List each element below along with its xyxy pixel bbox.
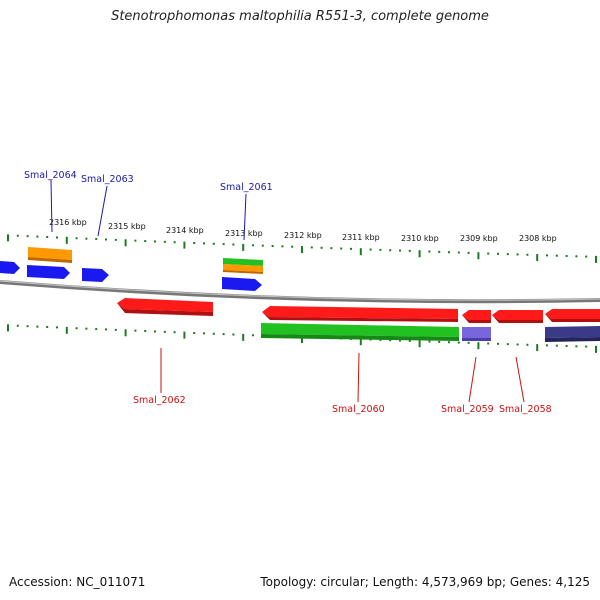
genome-backbone-highlight: [0, 280, 600, 301]
gene-label-smal-2058[interactable]: Smal_2058: [499, 404, 552, 415]
gene-smal-2064-orange[interactable]: [28, 247, 72, 260]
gene-smal-2058-red-shade: [492, 315, 543, 323]
gene-smal-2060-green-shade: [261, 334, 459, 341]
gene-smal-2061-blue[interactable]: [222, 277, 262, 291]
gene-label-smal-2059[interactable]: Smal_2059: [441, 404, 494, 415]
gene-label-smal-2064[interactable]: Smal_2064: [24, 170, 77, 181]
leader-smal-2063: [97, 185, 108, 237]
kbp-label-2310: 2310 kbp: [401, 234, 439, 243]
reverse-genes: [117, 298, 600, 342]
kbp-label-2311: 2311 kbp: [342, 233, 380, 242]
kbp-label-2309: 2309 kbp: [460, 234, 498, 243]
gene-smal-2060-red[interactable]: [262, 306, 458, 319]
gene-smal-2058-red[interactable]: [492, 310, 543, 320]
kbp-label-2314: 2314 kbp: [166, 226, 204, 235]
gene-smal-2059-violet[interactable]: [462, 327, 491, 338]
gene-smal-2062-red[interactable]: [117, 298, 213, 312]
forward-genes: [0, 247, 263, 291]
gene-smal-2061-orange-shade: [223, 270, 263, 274]
gene-smal-2059-red[interactable]: [462, 310, 491, 320]
gene-navy-right[interactable]: [545, 326, 600, 338]
gene-smal-2060-red-shade: [262, 312, 458, 322]
gene-smal-2064-blue[interactable]: [27, 265, 70, 279]
genome-summary-text: Topology: circular; Length: 4,573,969 bp…: [260, 575, 590, 589]
kbp-label-2316: 2316 kbp: [49, 218, 87, 227]
gene-label-smal-2061[interactable]: Smal_2061: [220, 182, 273, 193]
gene-smal-2059-red-shade: [462, 315, 491, 323]
gene-blue-arrow-left[interactable]: [0, 261, 20, 274]
genome-title: Stenotrophomonas maltophilia R551-3, com…: [111, 9, 489, 24]
kbp-label-2315: 2315 kbp: [108, 222, 146, 231]
accession-text: Accession: NC_011071: [9, 575, 146, 589]
leader-smal-2058: [515, 356, 525, 403]
gene-smal-2061-green[interactable]: [223, 258, 263, 266]
leader-smal-2064: [50, 179, 53, 233]
kbp-label-2312: 2312 kbp: [284, 231, 322, 240]
gene-smal-2061-orange[interactable]: [223, 264, 263, 272]
forward-gene-labels: Smal_2064 Smal_2063 Smal_2061: [24, 170, 273, 241]
leader-smal-2060: [357, 352, 360, 403]
gene-red-right-shade: [545, 314, 600, 322]
gene-red-right[interactable]: [545, 309, 600, 319]
reverse-gene-labels: Smal_2062 Smal_2060 Smal_2059 Smal_2058: [133, 348, 552, 415]
leader-smal-2059: [468, 356, 477, 403]
gene-navy-right-shade: [545, 337, 600, 342]
gene-label-smal-2062[interactable]: Smal_2062: [133, 395, 186, 406]
gene-smal-2064-orange-shade: [28, 257, 72, 263]
leader-smal-2061: [243, 193, 247, 241]
gene-smal-2059-violet-shade: [462, 338, 491, 341]
gene-label-smal-2060[interactable]: Smal_2060: [332, 404, 385, 415]
gene-smal-2060-green[interactable]: [261, 323, 459, 337]
gene-smal-2062-red-shade: [117, 303, 213, 316]
gene-label-smal-2063[interactable]: Smal_2063: [81, 174, 134, 185]
kbp-labels: 2316 kbp 2315 kbp 2314 kbp 2313 kbp 2312…: [49, 218, 557, 243]
kbp-label-2308: 2308 kbp: [519, 234, 557, 243]
genome-backbone: [0, 280, 600, 304]
gene-smal-2063-blue[interactable]: [82, 268, 109, 282]
upper-tick-ring: [7, 234, 597, 263]
